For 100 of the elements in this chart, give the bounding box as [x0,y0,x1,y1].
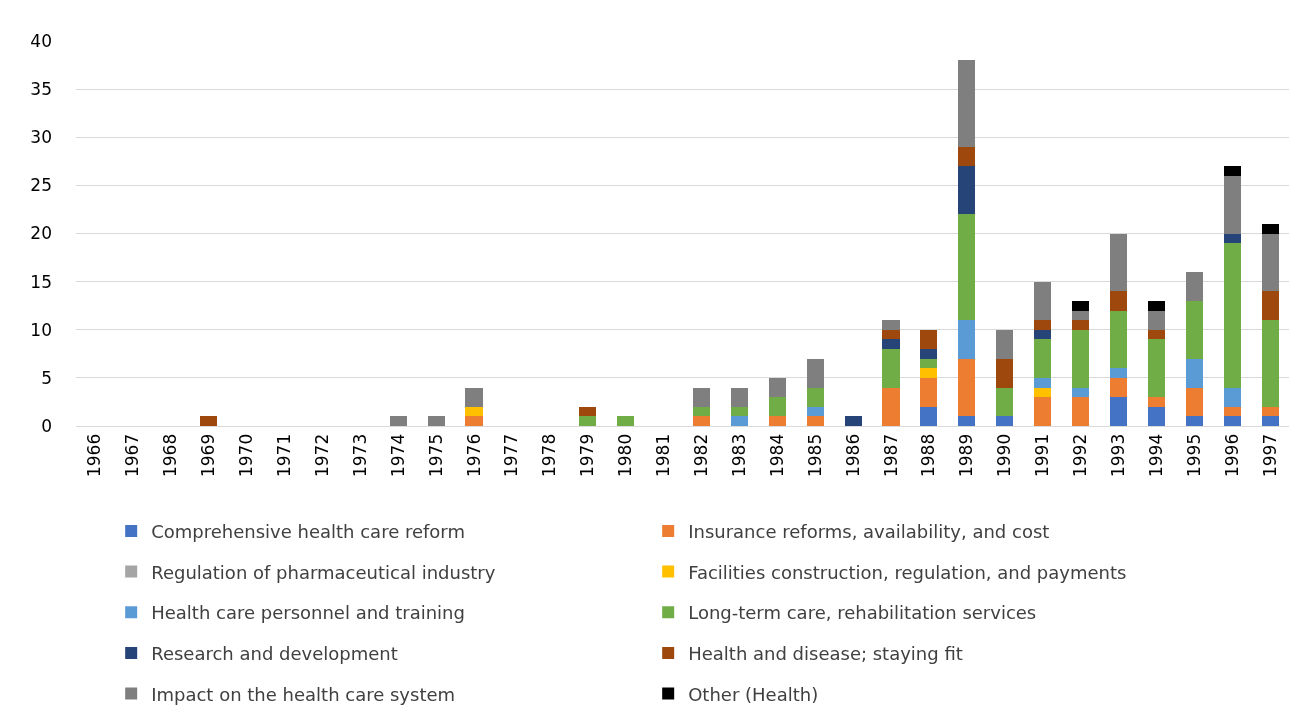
x-tick-label: 1992 [1070,433,1091,478]
bar [806,358,824,388]
legend-label: Comprehensive health care reform [151,520,466,542]
bar [882,329,900,340]
bar [920,406,938,426]
bar [996,387,1014,417]
bar [1034,329,1052,340]
x-tick-label: 1969 [198,433,219,478]
bar [1109,368,1127,378]
bar [1185,358,1203,388]
bar [1034,387,1052,398]
bar [465,387,483,407]
bar [730,387,748,407]
bar [920,349,938,359]
y-tick-label: 5 [41,367,52,388]
legend-label: Health and disease; staying fit [688,642,963,664]
bar [579,406,597,417]
bar [1223,233,1241,244]
legend-label: Insurance reforms, availability, and cost [688,520,1050,542]
legend-label: Research and development [151,642,398,664]
y-tick-label: 10 [30,319,52,340]
bar [1109,397,1127,426]
bar [692,406,710,417]
bar [1109,310,1127,369]
x-tick-label: 1987 [880,433,901,478]
bar [1071,329,1090,388]
bar [768,397,786,417]
x-tick-label: 1993 [1107,433,1128,478]
x-tick-label: 1982 [690,433,711,478]
bar [1147,310,1165,330]
legend-label: Long-term care, rehabilitation services [688,602,1037,624]
bar [1147,397,1165,407]
bar [768,416,786,426]
bar [1261,320,1279,407]
legend-label: Impact on the health care system [151,683,456,705]
bar [806,406,824,417]
bar [1071,397,1090,426]
bar [920,358,938,369]
bar [730,416,748,426]
bar [958,60,976,147]
x-tick-label: 1995 [1183,433,1204,478]
bar [1261,223,1279,234]
bar [730,406,748,417]
x-tick-label: 1980 [615,433,636,478]
bar [1147,406,1165,426]
bar [1109,377,1127,398]
x-tick-label: 1996 [1221,433,1242,478]
bar [427,416,445,426]
bar [768,377,786,398]
x-tick-label: 1968 [160,433,181,478]
bar [617,416,635,426]
x-tick-label: 1974 [387,433,408,478]
bar [1223,243,1241,388]
bar [465,406,483,417]
bar [1034,377,1052,388]
bar [882,339,900,349]
y-tick-label: 30 [30,127,52,148]
x-tick-label: 1990 [994,433,1015,478]
x-tick-label: 1970 [236,433,257,478]
x-tick-label: 1981 [653,433,674,478]
bar [692,416,710,426]
bar [389,416,407,426]
bar [579,416,597,426]
legend-label: Regulation of pharmaceutical industry [151,561,496,583]
bar [1034,320,1052,330]
bar [920,377,938,407]
bar [1261,406,1279,417]
bar [882,320,900,330]
bar [1223,387,1241,407]
bar [806,416,824,426]
bar [1109,291,1127,311]
x-tick-label: 1975 [425,433,446,478]
bar [996,358,1014,388]
x-tick-label: 1972 [311,433,332,478]
x-tick-label: 1967 [122,433,143,478]
x-tick-label: 1985 [804,433,825,478]
y-tick-label: 35 [30,79,52,100]
x-tick-label: 1991 [1032,433,1053,478]
bar [465,416,483,426]
bar [1261,416,1279,426]
x-tick-label: 1997 [1259,433,1280,478]
x-tick-label: 1966 [84,433,105,478]
bar [1147,329,1165,340]
bar [1185,300,1203,359]
bar [1071,310,1090,321]
bar [1071,320,1090,330]
bar [1223,175,1241,234]
bar [920,368,938,378]
x-tick-label: 1994 [1145,433,1166,478]
bar [1109,233,1127,292]
bar [1185,416,1203,426]
x-tick-label: 1984 [766,433,787,478]
y-tick-label: 0 [41,415,52,436]
bar [1034,281,1052,321]
y-tick-label: 15 [30,271,52,292]
bar [958,146,976,167]
bar [958,358,976,417]
bar [1223,166,1241,176]
bar [996,329,1014,359]
x-tick-label: 1973 [349,433,370,478]
